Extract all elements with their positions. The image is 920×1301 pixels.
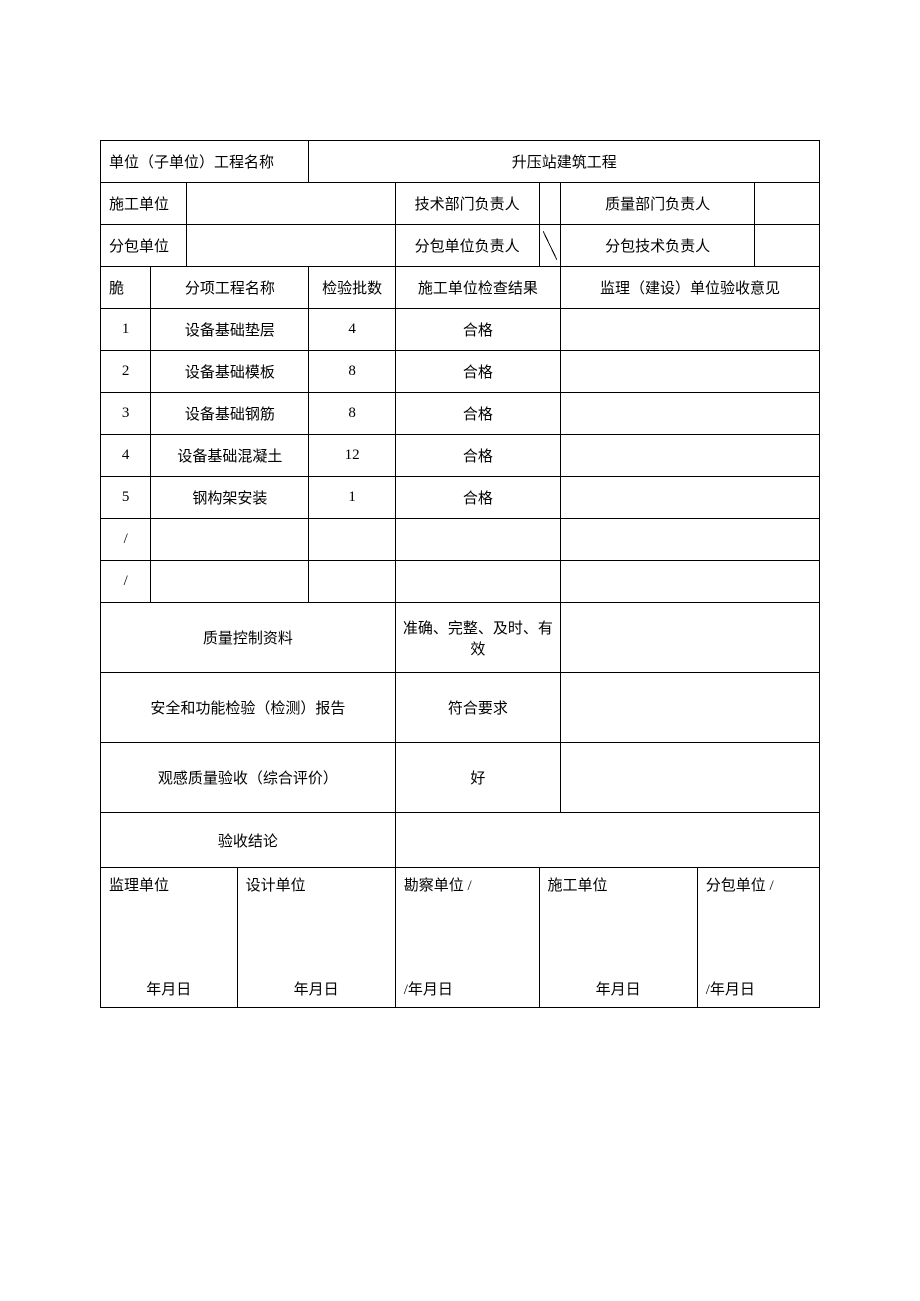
sig-subcontractor: 分包单位 / /年月日 — [697, 868, 819, 1008]
col-item-name: 分项工程名称 — [151, 267, 309, 309]
cell-result: 合格 — [395, 351, 560, 393]
cell-result — [395, 519, 560, 561]
cell-seq: 3 — [101, 393, 151, 435]
quality-dept-head-label: 质量部门负责人 — [561, 183, 755, 225]
sig-survey: 勘察单位 / /年月日 — [395, 868, 539, 1008]
cell-seq: 5 — [101, 477, 151, 519]
sig-survey-label: 勘察单位 / — [404, 874, 531, 895]
visual-quality-opinion — [561, 743, 820, 813]
cell-result: 合格 — [395, 309, 560, 351]
construction-unit-value — [187, 183, 395, 225]
sig-subcontractor-label: 分包单位 / — [706, 874, 811, 895]
cell-count — [309, 561, 395, 603]
cell-count: 8 — [309, 393, 395, 435]
visual-quality-label: 观感质量验收（综合评价） — [101, 743, 396, 813]
safety-report-opinion — [561, 673, 820, 743]
cell-name: 设备基础混凝土 — [151, 435, 309, 477]
safety-report-label: 安全和功能检验（检测）报告 — [101, 673, 396, 743]
cell-count: 1 — [309, 477, 395, 519]
sig-design: 设计单位 年月日 — [237, 868, 395, 1008]
quality-control-opinion — [561, 603, 820, 673]
col-seq: 脆 — [101, 267, 151, 309]
sig-supervisor-date: 年月日 — [101, 978, 237, 999]
cell-opinion — [561, 351, 820, 393]
table-row: / — [101, 561, 820, 603]
visual-quality-value: 好 — [395, 743, 560, 813]
cell-opinion — [561, 519, 820, 561]
cell-count — [309, 519, 395, 561]
cell-result — [395, 561, 560, 603]
cell-name: 设备基础垫层 — [151, 309, 309, 351]
conclusion-value — [395, 813, 819, 868]
cell-count: 4 — [309, 309, 395, 351]
sig-construction: 施工单位 年月日 — [539, 868, 697, 1008]
cell-result: 合格 — [395, 393, 560, 435]
construction-unit-label: 施工单位 — [101, 183, 187, 225]
cell-name: 设备基础钢筋 — [151, 393, 309, 435]
cell-name: 钢构架安装 — [151, 477, 309, 519]
acceptance-form: 单位（子单位）工程名称 升压站建筑工程 施工单位 技术部门负责人 质量部门负责人… — [100, 140, 820, 1008]
cell-count: 12 — [309, 435, 395, 477]
quality-control-value: 准确、完整、及时、有效 — [395, 603, 560, 673]
quality-control-label: 质量控制资料 — [101, 603, 396, 673]
cell-name: 设备基础模板 — [151, 351, 309, 393]
cell-result: 合格 — [395, 477, 560, 519]
unit-name-value: 升压站建筑工程 — [309, 141, 820, 183]
sig-survey-date: /年月日 — [404, 978, 453, 999]
cell-seq: 4 — [101, 435, 151, 477]
cell-seq: 1 — [101, 309, 151, 351]
cell-seq: 2 — [101, 351, 151, 393]
cell-result: 合格 — [395, 435, 560, 477]
sig-design-label: 设计单位 — [246, 874, 387, 895]
table-row: 3 设备基础钢筋 8 合格 — [101, 393, 820, 435]
cell-seq: / — [101, 561, 151, 603]
cell-opinion — [561, 477, 820, 519]
table-row: / — [101, 519, 820, 561]
col-supervisor-opinion: 监理（建设）单位验收意见 — [561, 267, 820, 309]
unit-name-label: 单位（子单位）工程名称 — [101, 141, 309, 183]
sig-supervisor-label: 监理单位 — [109, 874, 229, 895]
cell-name — [151, 561, 309, 603]
subcontractor-label: 分包单位 — [101, 225, 187, 267]
sig-subcontractor-date: /年月日 — [706, 978, 755, 999]
sig-supervisor: 监理单位 年月日 — [101, 868, 238, 1008]
cell-opinion — [561, 435, 820, 477]
col-construction-result: 施工单位检查结果 — [395, 267, 560, 309]
col-batch-count: 检验批数 — [309, 267, 395, 309]
tech-dept-head-label: 技术部门负责人 — [395, 183, 539, 225]
subcontractor-head-slash — [539, 225, 561, 267]
subcontractor-tech-head-value — [755, 225, 820, 267]
cell-opinion — [561, 393, 820, 435]
table-row: 4 设备基础混凝土 12 合格 — [101, 435, 820, 477]
table-row: 2 设备基础模板 8 合格 — [101, 351, 820, 393]
cell-count: 8 — [309, 351, 395, 393]
cell-seq: / — [101, 519, 151, 561]
tech-dept-head-value — [539, 183, 561, 225]
subcontractor-tech-head-label: 分包技术负责人 — [561, 225, 755, 267]
subcontractor-value — [187, 225, 395, 267]
sig-construction-label: 施工单位 — [548, 874, 689, 895]
table-row: 5 钢构架安装 1 合格 — [101, 477, 820, 519]
conclusion-label: 验收结论 — [101, 813, 396, 868]
sig-design-date: 年月日 — [238, 978, 395, 999]
cell-opinion — [561, 309, 820, 351]
sig-construction-date: 年月日 — [540, 978, 697, 999]
table-row: 1 设备基础垫层 4 合格 — [101, 309, 820, 351]
cell-opinion — [561, 561, 820, 603]
cell-name — [151, 519, 309, 561]
safety-report-value: 符合要求 — [395, 673, 560, 743]
subcontractor-head-label: 分包单位负责人 — [395, 225, 539, 267]
quality-dept-head-value — [755, 183, 820, 225]
